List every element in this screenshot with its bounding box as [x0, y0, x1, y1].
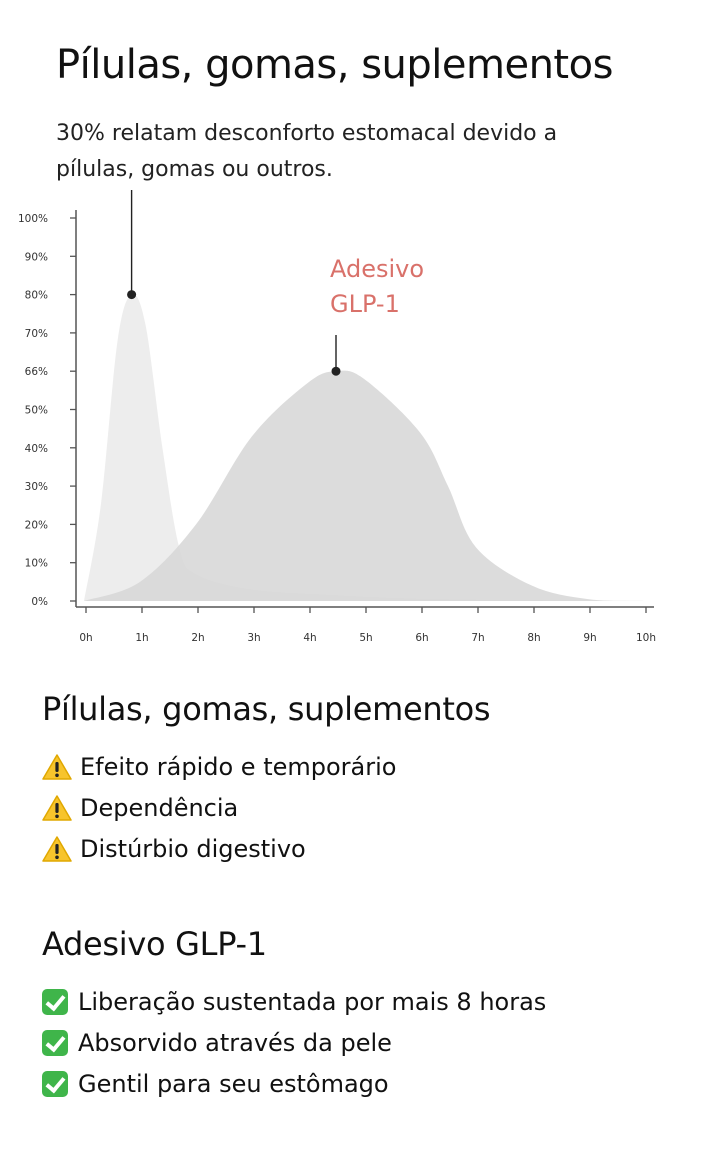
- x-tick-label: 8h: [527, 632, 540, 644]
- list-item: Distúrbio digestivo: [42, 828, 490, 869]
- list-item: Efeito rápido e temporário: [42, 746, 490, 787]
- list-item: Gentil para seu estômago: [42, 1063, 546, 1104]
- x-tick-label: 6h: [415, 632, 428, 644]
- annotation-label: GLP-1: [330, 290, 400, 318]
- x-tick-label: 3h: [247, 632, 260, 644]
- y-tick-label: 40%: [25, 443, 48, 455]
- list-item-label: Absorvido através da pele: [78, 1028, 392, 1057]
- check-icon: [42, 1029, 68, 1056]
- x-tick-label: 5h: [359, 632, 372, 644]
- y-tick-label: 20%: [25, 519, 48, 531]
- annotation-dot-0: [127, 290, 137, 300]
- annotation-label: Adesivo: [330, 255, 424, 283]
- pros-list: Liberação sustentada por mais 8 horas Ab…: [42, 981, 546, 1104]
- cons-section: Pílulas, gomas, suplementos Efeito rápid…: [42, 690, 491, 869]
- list-item: Dependência: [42, 787, 490, 828]
- y-tick-label: 66%: [25, 366, 48, 378]
- list-item-label: Liberação sustentada por mais 8 horas: [78, 987, 547, 1016]
- warning-icon: [42, 753, 72, 780]
- check-icon: [42, 1070, 68, 1097]
- x-tick-label: 4h: [303, 632, 316, 644]
- list-item: Liberação sustentada por mais 8 horas: [42, 981, 546, 1022]
- list-item-label: Distúrbio digestivo: [80, 834, 306, 863]
- list-item: Absorvido através da pele: [42, 1022, 546, 1063]
- series-area-1: [84, 370, 644, 601]
- chart-subtitle: 30% relatam desconforto estomacal devido…: [56, 121, 558, 182]
- warning-icon: [42, 835, 72, 862]
- y-tick-label: 50%: [25, 405, 48, 417]
- pros-section: Adesivo GLP-1 Liberação sustentada por m…: [42, 925, 546, 1104]
- warning-icon: [42, 794, 72, 821]
- y-tick-label: 100%: [18, 213, 48, 225]
- series-area-0: [84, 294, 644, 601]
- y-tick-label: 0%: [31, 596, 48, 608]
- list-item-label: Gentil para seu estômago: [78, 1069, 389, 1098]
- absorption-chart: 0% 10% 20% 30% 40% 50% 66% 70% 80% 90% 100% 0h 1h 2h 3…: [18, 190, 656, 644]
- cons-list: Efeito rápido e temporário Dependência D…: [42, 746, 490, 869]
- pros-title: Adesivo GLP-1: [42, 925, 267, 963]
- y-tick-label: 70%: [25, 328, 48, 340]
- x-tick-label: 9h: [583, 632, 596, 644]
- x-tick-label: 1h: [135, 632, 148, 644]
- y-tick-label: 90%: [25, 251, 48, 263]
- x-tick-label: 2h: [191, 632, 204, 644]
- annotation-dot-1: [331, 366, 341, 376]
- y-tick-label: 80%: [25, 290, 48, 302]
- cons-title: Pílulas, gomas, suplementos: [42, 690, 491, 728]
- y-tick-label: 30%: [25, 481, 48, 493]
- check-icon: [42, 988, 68, 1015]
- x-tick-label: 7h: [471, 632, 484, 644]
- list-item-label: Efeito rápido e temporário: [80, 752, 397, 781]
- y-tick-label: 10%: [25, 558, 48, 570]
- page-title: Pílulas, gomas, suplementos: [56, 42, 613, 88]
- x-tick-label: 0h: [79, 632, 92, 644]
- x-tick-label: 10h: [636, 632, 656, 644]
- list-item-label: Dependência: [80, 793, 239, 822]
